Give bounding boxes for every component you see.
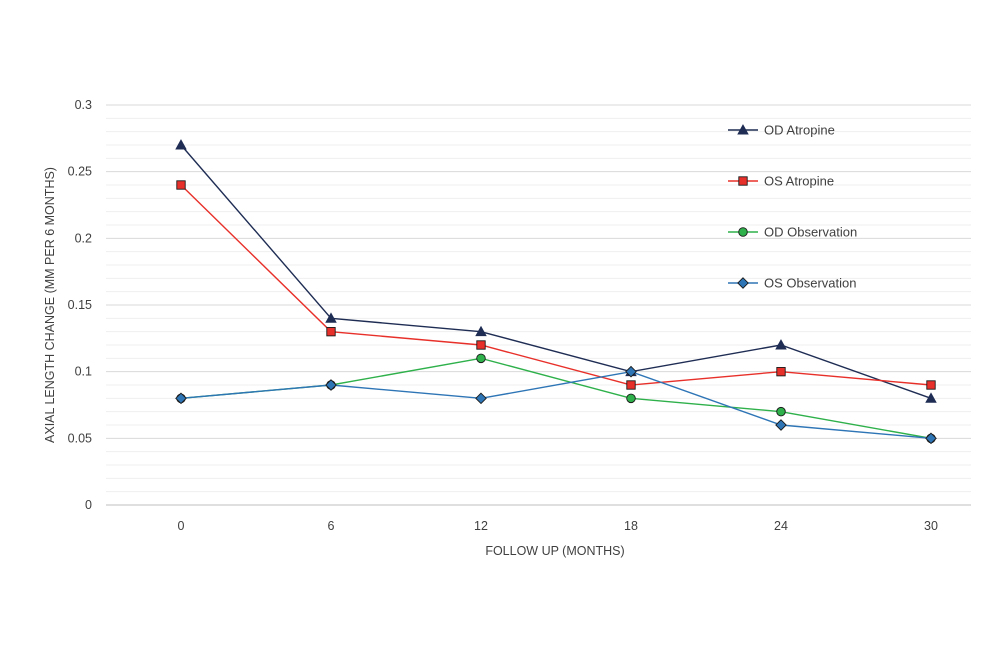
legend-marker [738,227,748,237]
data-point-os-atropine [776,367,786,377]
data-point-os-observation [175,392,187,405]
series-lines [175,139,937,445]
data-point-od-atropine [475,325,487,337]
legend-item-os-observation: OS Observation [728,276,857,291]
legend-label: OD Atropine [764,123,835,138]
y-axis-title: AXIAL LENGTH CHANGE (MM PER 6 MONTHS) [43,167,57,443]
data-point-od-atropine [175,139,187,150]
legend-item-od-observation: OD Observation [728,225,857,240]
data-point-od-atropine [325,312,337,323]
data-point-os-observation [925,432,937,445]
x-tick-label: 0 [178,519,185,533]
data-point-os-atropine [926,380,936,390]
legend: OD Atropine OS Atropine OD Observation OS O… [728,123,857,291]
data-point-os-atropine [476,340,486,350]
y-tick-label: 0.1 [75,365,92,379]
data-point-od-atropine [775,339,787,350]
data-point-os-observation [625,365,637,378]
legend-marker [737,277,749,289]
legend-label: OS Observation [764,276,857,291]
axes: 0 0.05 0.1 0.15 0.2 0.25 0.3 0 6 12 18 24 30 [68,98,971,533]
data-point-os-atropine [326,327,336,337]
y-tick-label: 0 [85,498,92,512]
x-tick-label: 30 [924,519,938,533]
data-point-os-observation [475,392,487,405]
x-tick-label: 24 [774,519,788,533]
data-point-os-atropine [176,180,186,190]
data-point-os-atropine [626,380,636,390]
x-axis-title: FOLLOW UP (MONTHS) [485,544,624,558]
x-tick-label: 6 [328,519,335,533]
series-os-observation [175,365,937,445]
y-tick-label: 0.15 [68,298,92,312]
data-point-od-observation [776,406,786,417]
x-tick-label: 18 [624,519,638,533]
gridlines [106,104,971,493]
series-os-atropine [176,180,936,390]
legend-marker [737,124,749,135]
legend-marker [738,176,748,186]
legend-label: OD Observation [764,225,857,240]
data-point-od-observation [626,393,636,404]
data-point-od-atropine [925,392,937,403]
y-tick-label: 0.2 [75,231,92,245]
legend-item-od-atropine: OD Atropine [728,123,835,138]
legend-item-os-atropine: OS Atropine [728,174,834,189]
data-point-os-observation [325,379,337,391]
y-tick-label: 0.25 [68,165,92,179]
data-point-od-observation [476,353,486,364]
y-tick-label: 0.05 [68,431,92,445]
series-line-os-atropine [180,184,932,386]
series-line-os-observation [180,370,932,440]
y-tick-label: 0.3 [75,98,92,112]
series-line-od-atropine [180,144,932,399]
legend-label: OS Atropine [764,174,834,189]
data-point-os-observation [775,419,787,431]
x-tick-label: 12 [474,519,488,533]
